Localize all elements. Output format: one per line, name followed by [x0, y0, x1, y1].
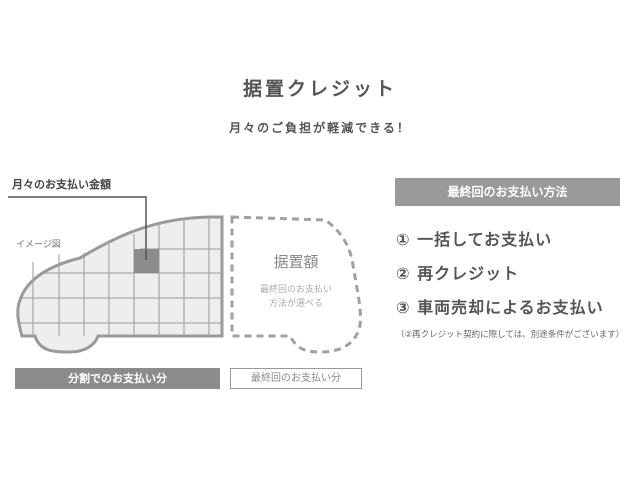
monthly-pointer-line	[8, 196, 147, 260]
method-option-lump-sum: ① 一括してお支払い	[396, 230, 553, 249]
monthly-payment-label: 月々のお支払い金額	[12, 178, 111, 191]
split-payment-bar: 分割でのお支払い分	[15, 368, 220, 389]
final-payment-bar: 最終回のお支払い分	[230, 368, 362, 389]
deferred-desc-line: 最終回のお支払い	[259, 285, 332, 295]
deferred-desc-line: 方法が選べる	[268, 299, 323, 309]
image-note: イメージ図	[16, 240, 61, 250]
deferred-amount-title: 据置額	[273, 253, 319, 271]
method-option-recredit: ② 再クレジット	[396, 264, 520, 283]
page-title: 据置クレジット	[242, 78, 397, 100]
method-option-vehicle-sale: ③ 車両売却によるお支払い	[396, 298, 604, 317]
car-body	[16, 215, 224, 354]
conditions-note: （②再クレジット契約に際しては、別途条件がございます）	[396, 330, 625, 340]
final-payment-methods-header: 最終回のお支払い方法	[395, 178, 620, 206]
deferred-amount-desc: 最終回のお支払い 方法が選べる	[232, 283, 360, 311]
page-subtitle: 月々のご負担が軽減できる！	[229, 121, 411, 135]
deferred-dashed-outline	[230, 215, 362, 354]
